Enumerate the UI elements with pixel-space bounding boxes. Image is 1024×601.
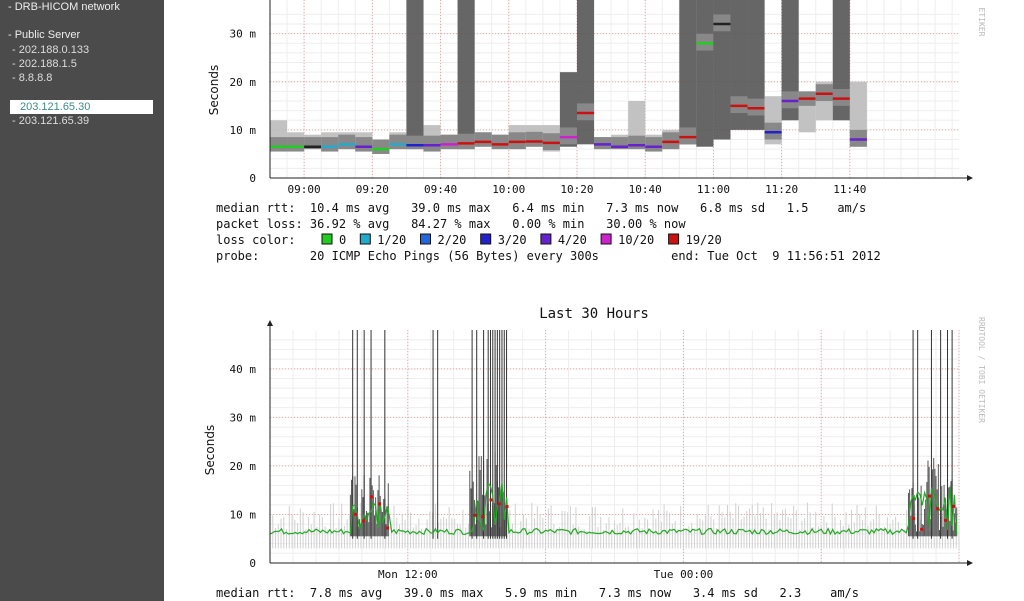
sidebar-item-public-server[interactable]: - Public Server (8, 29, 81, 41)
chart2-loss-mark (952, 504, 956, 508)
chart1-loss-swatch (540, 233, 552, 245)
chart2-loss-mark (944, 518, 948, 522)
chart1-smoke-bar (713, 0, 731, 140)
chart2-title: Last 30 Hours (539, 306, 649, 322)
main-content: Seconds ETIKER median rtt: 10.4 ms avg 3… (164, 0, 1024, 601)
chart2-loss-mark (936, 507, 940, 511)
chart1-smoke-core (645, 137, 663, 152)
chart1-x-tick-label: 09:20 (356, 183, 389, 196)
chart2-ylabel: Seconds (203, 425, 217, 475)
chart1-smoke-bar (781, 0, 799, 121)
chart1-x-axis-arrow (967, 175, 973, 181)
chart1-y-tick-label: 0 (249, 172, 256, 185)
chart1-smoke-core (406, 135, 424, 150)
chart2-y-tick-label: 10 m (230, 508, 257, 521)
chart1-smoke-core (423, 135, 441, 152)
chart1-smoke-bar (747, 0, 765, 130)
chart1-smoke-core (287, 137, 305, 152)
chart2-y-axis-arrow (267, 320, 273, 326)
chart1-smoke-core (389, 134, 407, 150)
chart1-smoke-core (474, 132, 492, 147)
chart1-smoke-core (321, 137, 339, 152)
chart1-smoke-bar (679, 0, 697, 145)
chart1-loss-legend-label: 4/20 (558, 233, 587, 247)
chart1-x-tick-label: 09:40 (424, 183, 457, 196)
chart1-smoke-core (491, 134, 509, 150)
chart2-loss-mark (353, 512, 357, 516)
chart1-smoke-core (372, 139, 390, 154)
chart1-smoke-core (457, 133, 475, 150)
chart1-loss-swatch (600, 233, 612, 245)
chart2-x-tick-label: Mon 12:00 (378, 568, 438, 581)
sidebar-item-host-5[interactable]: - 203.121.65.39 (12, 115, 90, 127)
chart1-x-tick-label: 11:20 (765, 183, 798, 196)
chart1-loss-swatch (359, 233, 371, 245)
sidebar-item-host-1[interactable]: - 202.188.0.133 (12, 44, 90, 56)
chart2-loss-mark (362, 519, 366, 523)
chart2-loss-mark (497, 502, 501, 506)
chart1-x-tick-label: 11:00 (697, 183, 730, 196)
chart1-loss-legend-label: 1/20 (377, 233, 406, 247)
chart2-median-line (269, 481, 958, 536)
chart1-x-tick-label: 10:40 (629, 183, 662, 196)
chart1-loss-swatch (480, 233, 492, 245)
chart2-side-label: RRDTOOL / TOBI OETIKER (977, 317, 986, 423)
sidebar-item-host-3[interactable]: - 8.8.8.8 (12, 72, 53, 84)
chart1-probe-line: probe: 20 ICMP Echo Pings (56 Bytes) eve… (216, 249, 881, 263)
chart2-x-tick-label: Tue 00:00 (654, 568, 714, 581)
chart1-loss-color-label: loss color: (216, 233, 295, 247)
chart2-loss-mark (473, 513, 477, 517)
chart1-smoke-bar (576, 0, 595, 145)
chart1-smoke-core (355, 137, 373, 152)
sidebar-item-host-2[interactable]: - 202.188.1.5 (12, 58, 77, 70)
sidebar-item-host-active[interactable]: 203.121.65.30 (10, 100, 153, 114)
chart1-y-tick-label: 30 m (230, 28, 257, 41)
chart1-loss-legend-label: 3/20 (498, 233, 527, 247)
chart1-loss-legend-label: 0 (339, 233, 346, 247)
chart1-smoke-core (525, 131, 543, 147)
chart2-loss-mark (481, 515, 485, 519)
chart2-y-tick-label: 20 m (230, 460, 257, 473)
chart2-loss-mark (378, 502, 382, 506)
chart1-smoke-bar (406, 0, 424, 150)
chart2-y-tick-label: 0 (249, 557, 256, 570)
chart1-loss-swatch (668, 233, 680, 245)
chart1-smoke-core (440, 134, 458, 150)
chart1-loss-swatch (420, 233, 431, 245)
chart2-loss-mark (489, 498, 493, 502)
chart1-stats-rtt: median rtt: 10.4 ms avg 39.0 ms max 6.4 … (216, 201, 866, 215)
chart1-smoke-core (628, 135, 646, 150)
chart1-x-tick-label: 11:40 (833, 183, 866, 196)
chart1-stats-loss: packet loss: 36.92 % avg 84.27 % max 0.0… (216, 217, 686, 231)
chart1-y-tick-label: 10 m (230, 124, 257, 137)
chart1-x-tick-label: 09:00 (288, 183, 321, 196)
chart2-x-axis-arrow (967, 560, 973, 566)
sidebar: - DRB-HICOM network - Public Server - 20… (0, 0, 164, 601)
chart1-loss-legend-label: 2/20 (438, 233, 467, 247)
chart2-y-tick-label: 40 m (230, 363, 257, 376)
chart1-loss-swatch (321, 233, 333, 245)
chart2-loss-mark (505, 505, 509, 509)
chart1-x-tick-label: 10:20 (560, 183, 593, 196)
chart2-loss-mark (386, 526, 390, 530)
chart1-loss-legend-label: 10/20 (618, 233, 654, 247)
sidebar-item-drb-hicom-network[interactable]: - DRB-HICOM network (8, 1, 120, 13)
chart1-y-tick-label: 20 m (230, 76, 257, 89)
chart1-smoke-core (338, 134, 356, 150)
chart2-loss-mark (370, 495, 374, 499)
chart1-smoke-bar (457, 0, 475, 150)
chart2-stats-rtt: median rtt: 7.8 ms avg 39.0 ms max 5.9 m… (216, 586, 859, 600)
latency-charts: Seconds ETIKER median rtt: 10.4 ms avg 3… (203, 0, 986, 600)
chart2-loss-mark (920, 527, 924, 531)
chart1-side-label: ETIKER (977, 8, 986, 37)
chart1-smoke-bar (696, 0, 714, 147)
chart1-loss-legend-label: 19/20 (686, 233, 722, 247)
chart2-loss-mark (912, 517, 916, 521)
chart1-smoke-core (270, 137, 288, 152)
chart2-loss-mark (928, 494, 932, 498)
chart1-x-tick-label: 10:00 (492, 183, 525, 196)
chart2-y-tick-label: 30 m (230, 411, 257, 424)
chart1-ylabel: Seconds (207, 65, 221, 115)
